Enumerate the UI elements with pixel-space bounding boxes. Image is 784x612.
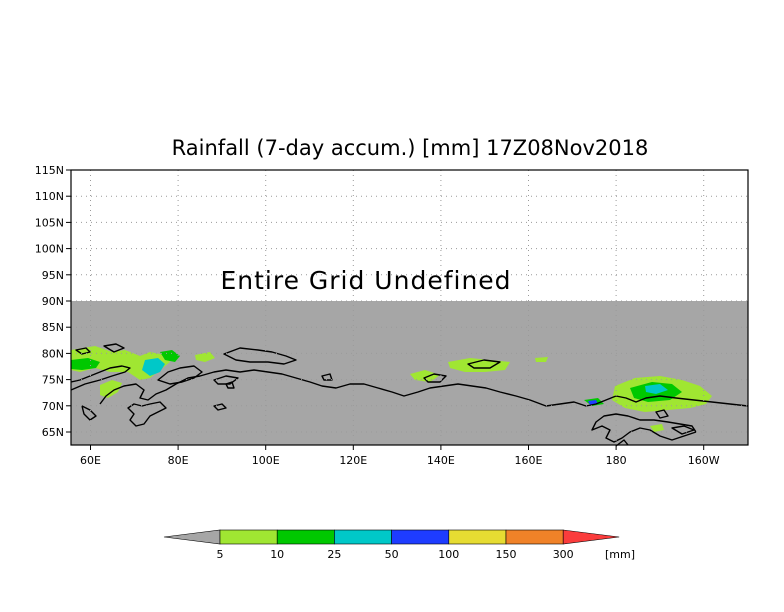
- map-frame: [70, 169, 749, 446]
- lat-tick-label: 110N: [35, 190, 64, 203]
- legend-color-bin: [276, 529, 335, 545]
- lon-tick-label: 120E: [339, 454, 367, 467]
- legend-color-bin: [448, 529, 507, 545]
- legend-threshold-label: 100: [438, 548, 459, 561]
- lat-tick-label: 75N: [42, 374, 64, 387]
- lon-tick-label: 180: [606, 454, 627, 467]
- lat-tick-label: 95N: [42, 269, 64, 282]
- color-legend: 5 10 25 50 100 150 300 [mm]: [163, 529, 635, 561]
- gridlines: [71, 170, 748, 445]
- lon-tick-label: 160E: [515, 454, 543, 467]
- legend-threshold-label: 300: [553, 548, 574, 561]
- lon-tick-label: 80E: [168, 454, 189, 467]
- longitude-axis: 60E 80E 100E 120E 140E 160E 180 160W: [80, 445, 720, 467]
- lat-tick-label: 105N: [35, 216, 64, 229]
- legend-below-triangle: [163, 529, 221, 545]
- undefined-grid-message: Entire Grid Undefined: [220, 266, 511, 295]
- legend-color-bin: [219, 529, 278, 545]
- coastlines: [70, 343, 749, 447]
- latitude-axis: 115N 110N 105N 100N 95N 90N 85N 80N 75N 70N 65N: [35, 164, 71, 439]
- legend-threshold-label: 150: [496, 548, 517, 561]
- lat-tick-label: 85N: [42, 321, 64, 334]
- legend-threshold-label: 10: [270, 548, 284, 561]
- lon-tick-label: 100E: [252, 454, 280, 467]
- legend-threshold-label: 50: [385, 548, 399, 561]
- legend-color-bin: [334, 529, 392, 545]
- no-rain-region: [71, 301, 748, 445]
- lat-tick-label: 70N: [42, 400, 64, 413]
- legend-color-bin: [391, 529, 450, 545]
- lon-tick-label: 60E: [80, 454, 101, 467]
- map-panel: Entire Grid Undefined: [70, 169, 749, 447]
- lat-tick-label: 80N: [42, 347, 64, 360]
- legend-color-bin: [505, 529, 564, 545]
- legend-threshold-label: 25: [327, 548, 341, 561]
- legend-above-triangle: [562, 529, 620, 545]
- undefined-region: [71, 170, 748, 301]
- lat-tick-label: 90N: [42, 295, 64, 308]
- rain-patches: [71, 346, 712, 432]
- legend-unit-label: [mm]: [605, 548, 635, 561]
- lon-tick-label: 140E: [427, 454, 455, 467]
- map-title: Rainfall (7-day accum.) [mm] 17Z08Nov201…: [172, 136, 649, 160]
- lat-tick-label: 65N: [42, 426, 64, 439]
- lat-tick-label: 115N: [35, 164, 64, 177]
- lon-tick-label: 160W: [688, 454, 720, 467]
- legend-threshold-label: 5: [217, 548, 224, 561]
- lat-tick-label: 100N: [35, 243, 64, 256]
